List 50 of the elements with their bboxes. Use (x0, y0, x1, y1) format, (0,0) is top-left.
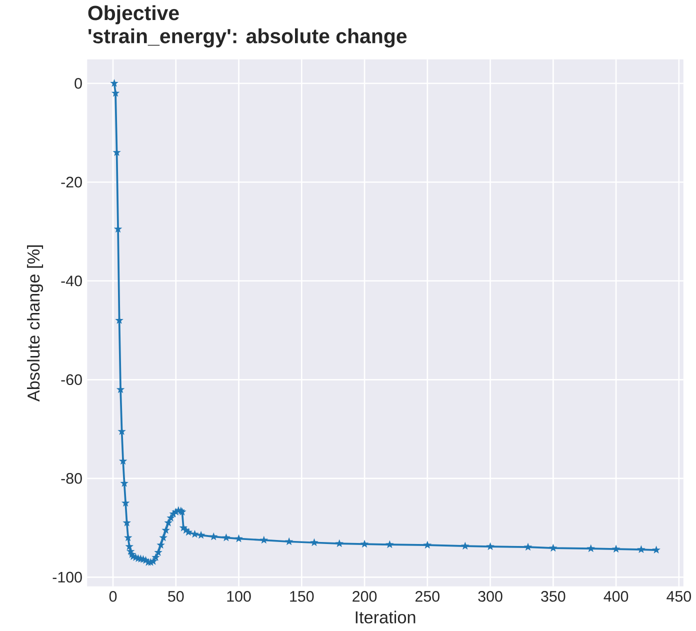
point (284, 537, 294, 546)
x-tick-label: 200 (352, 591, 377, 602)
point (159, 533, 168, 542)
y-tick-label: 0 (74, 78, 82, 89)
y-tick-label: -100 (52, 572, 82, 583)
x-tick-label: 300 (478, 591, 502, 602)
x-tick-label: 350 (541, 591, 566, 602)
x-tick-label: 400 (604, 591, 628, 602)
point (310, 538, 318, 546)
point (125, 542, 134, 550)
chart-title: Objective (88, 5, 179, 24)
point (460, 542, 470, 550)
x-tick-label: 100 (227, 591, 251, 602)
point (166, 514, 175, 522)
y-tick-label: -60 (61, 374, 82, 386)
point (549, 544, 558, 552)
point (586, 544, 596, 552)
point (156, 540, 165, 549)
point (222, 533, 230, 542)
y-axis-title: Absolute change [%] (27, 245, 44, 402)
point (652, 546, 660, 554)
x-tick-label: 50 (168, 591, 184, 602)
y-tick-label: -40 (61, 276, 82, 286)
point (154, 548, 162, 556)
point (524, 542, 532, 551)
point (164, 518, 172, 526)
point (196, 530, 206, 539)
point (486, 542, 494, 550)
x-axis-title: Iteration (356, 610, 416, 624)
point (423, 540, 432, 549)
point (110, 79, 118, 87)
x-tick-label: 150 (290, 591, 314, 602)
x-tick-label: 450 (666, 591, 691, 602)
x-tick-label: 250 (416, 591, 440, 602)
y-tick-label: -80 (61, 473, 82, 484)
point (637, 545, 646, 554)
chart-subtitle: 'strain_energy': absolute change (88, 28, 407, 48)
point (612, 544, 620, 553)
x-tick-label: 0 (109, 591, 117, 602)
point (111, 88, 120, 97)
point (162, 526, 170, 534)
point (209, 532, 218, 540)
point (234, 534, 243, 542)
point (335, 539, 344, 548)
point (260, 536, 268, 544)
point (152, 553, 160, 562)
point (386, 540, 394, 548)
y-tick-label: -20 (61, 176, 82, 188)
point (149, 557, 158, 565)
point (360, 540, 369, 548)
